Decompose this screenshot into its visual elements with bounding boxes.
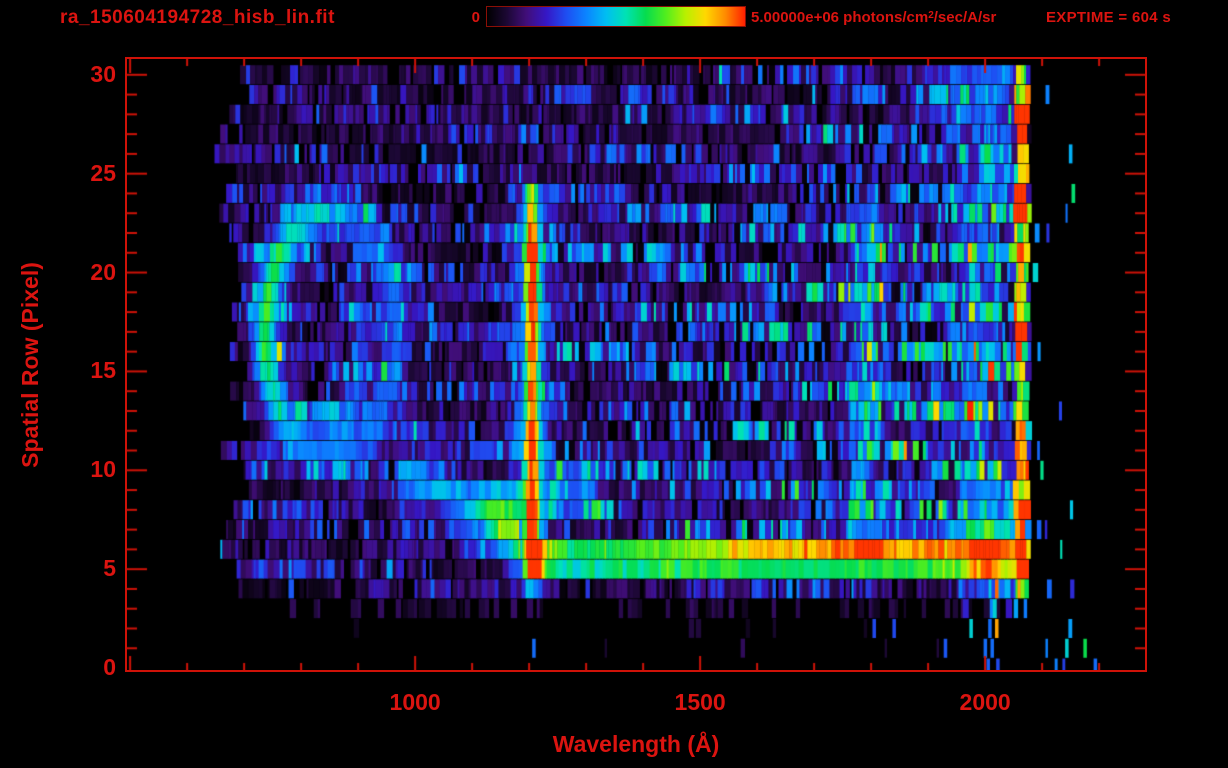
spectrogram-canvas bbox=[127, 59, 1145, 670]
y-tick-label-15: 15 bbox=[90, 357, 116, 384]
x-tick-label-1000: 1000 bbox=[389, 689, 441, 715]
colorbar-max-value: 5.00000e+06 bbox=[751, 9, 840, 26]
exptime-label: EXPTIME = 604 s bbox=[1046, 9, 1171, 26]
y-tick-label-30: 30 bbox=[90, 60, 116, 87]
y-tick-label-0: 0 bbox=[103, 654, 116, 681]
colorbar-min-label: 0 bbox=[471, 9, 480, 26]
filename-title: ra_150604194728_hisb_lin.fit bbox=[60, 7, 335, 28]
y-tick-label-25: 25 bbox=[90, 159, 116, 186]
colorbar-max-units-label: 5.00000e+06 photons/cm2/sec/A/sr bbox=[751, 9, 996, 26]
y-tick-label-5: 5 bbox=[103, 555, 116, 582]
units-prefix: photons/cm bbox=[839, 9, 929, 26]
y-axis-title: Spatial Row (Pixel) bbox=[17, 262, 43, 468]
colorbar-gradient bbox=[486, 6, 746, 27]
x-axis-title: Wavelength (Å) bbox=[552, 731, 720, 757]
y-tick-label-20: 20 bbox=[90, 258, 116, 285]
plot-frame bbox=[125, 57, 1147, 672]
units-superscript-2: 2 bbox=[928, 10, 934, 21]
units-suffix: /sec/A/sr bbox=[933, 9, 997, 26]
x-tick-label-2000: 2000 bbox=[959, 689, 1011, 715]
y-tick-label-10: 10 bbox=[90, 456, 116, 483]
x-tick-label-1500: 1500 bbox=[674, 689, 726, 715]
